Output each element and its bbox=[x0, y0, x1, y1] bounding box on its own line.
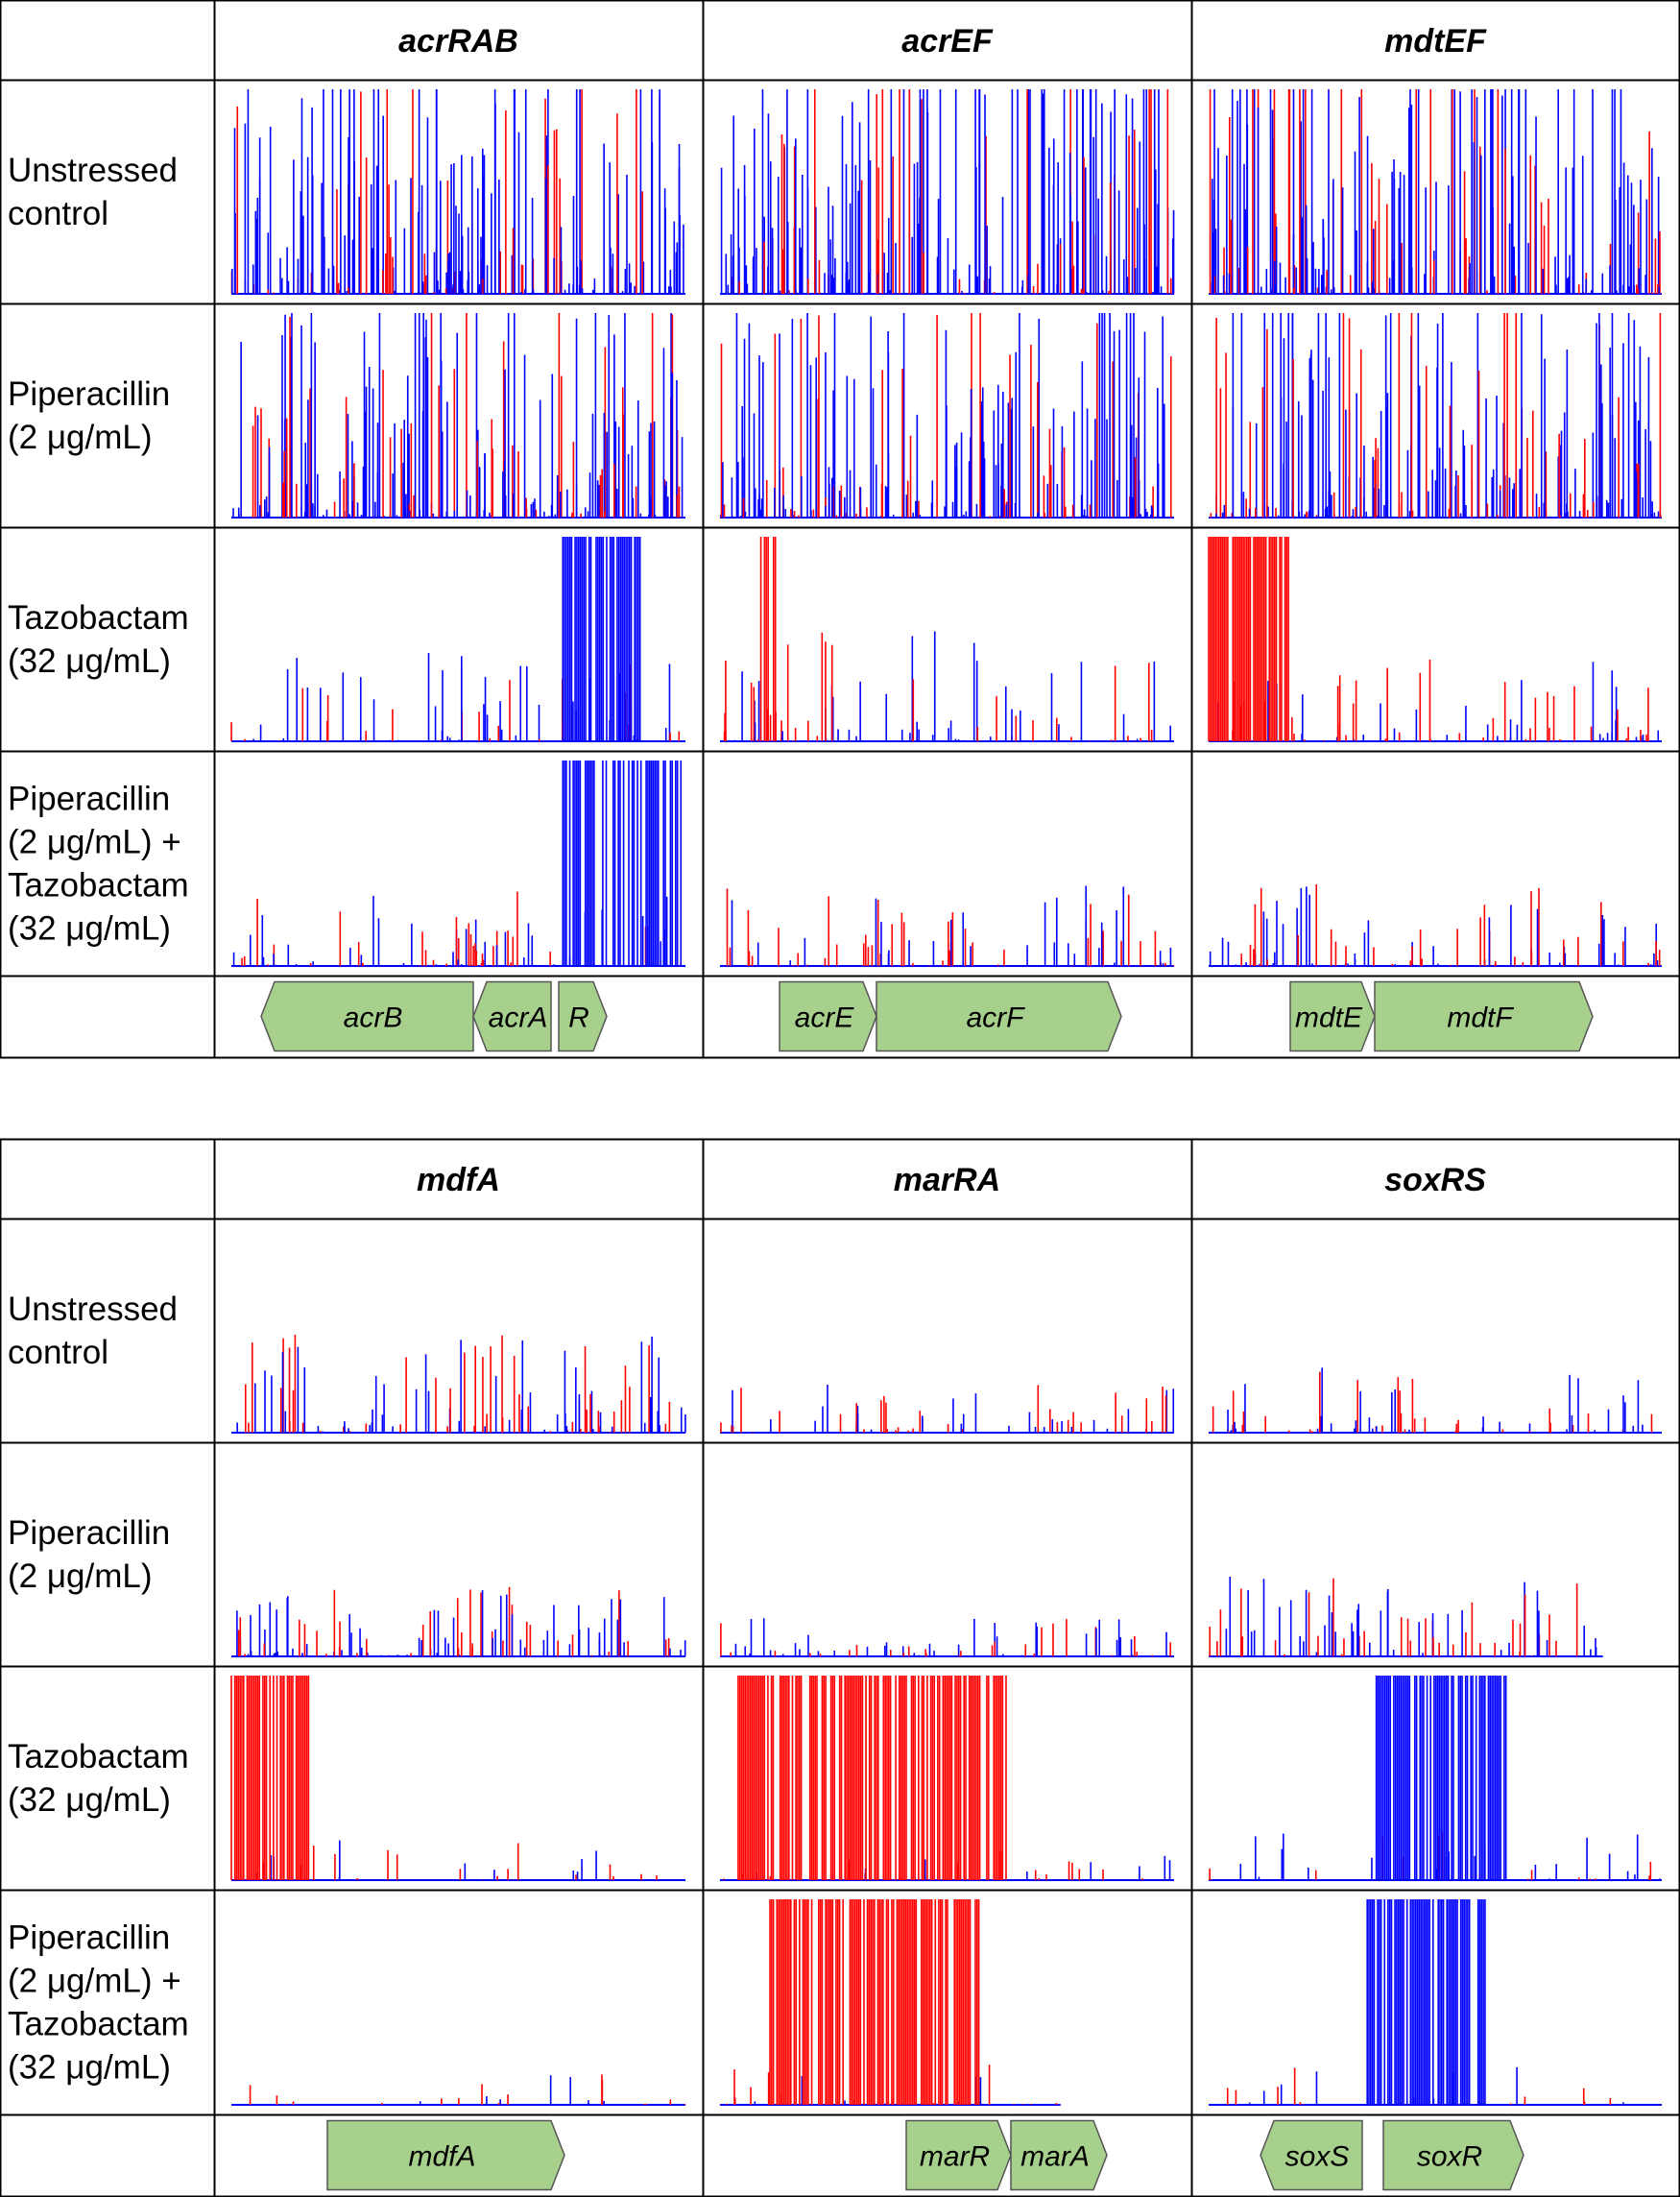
coverage-track bbox=[720, 89, 1175, 295]
column-header-acrEF: acrEF bbox=[901, 23, 994, 60]
coverage-track bbox=[1209, 89, 1662, 295]
row-label: Tazobactam (32 μg/mL) bbox=[8, 599, 189, 680]
coverage-track bbox=[1209, 1899, 1662, 2106]
coverage-track bbox=[231, 313, 685, 519]
coverage-track bbox=[1209, 1577, 1603, 1657]
row-label-line: (32 μg/mL) bbox=[8, 1781, 171, 1819]
gene-label-acrA: acrA bbox=[489, 1002, 548, 1034]
coverage-track bbox=[720, 1676, 1174, 1881]
row-label: Piperacillin (2 μg/mL) bbox=[8, 375, 170, 456]
gene-label-R: R bbox=[568, 1002, 589, 1034]
row-label-line: Unstressed bbox=[8, 1291, 178, 1328]
coverage-track bbox=[1209, 1367, 1662, 1434]
gene-arrow-R bbox=[558, 980, 608, 1052]
column-header-marRA: marRA bbox=[894, 1162, 1000, 1198]
coverage-track bbox=[720, 1618, 1174, 1657]
gene-arrow-marR bbox=[905, 2119, 1012, 2191]
row-label-line: control bbox=[8, 195, 108, 232]
gene-arrow-soxR bbox=[1382, 2119, 1524, 2191]
gene-label-marR: marR bbox=[920, 2141, 990, 2173]
table-grid bbox=[0, 0, 1680, 1059]
coverage-track bbox=[231, 1334, 686, 1434]
coverage-track bbox=[230, 537, 685, 742]
coverage-track bbox=[720, 885, 1175, 967]
gene-arrow-acrB bbox=[260, 980, 474, 1052]
gene-arrow-mdtF bbox=[1374, 980, 1594, 1052]
gene-label-mdfA: mdfA bbox=[408, 2141, 475, 2173]
row-label-line: Unstressed bbox=[8, 152, 178, 189]
row-label: Piperacillin (2 μg/mL) bbox=[8, 1514, 170, 1595]
row-label-line: (2 μg/mL) + bbox=[8, 1963, 181, 2000]
gene-label-soxR: soxR bbox=[1417, 2141, 1482, 2173]
column-header-mdfA: mdfA bbox=[417, 1162, 500, 1198]
row-label-line: Tazobactam bbox=[8, 599, 189, 637]
gene-arrow-mdtE bbox=[1289, 980, 1376, 1052]
row-label-line: (32 μg/mL) bbox=[8, 910, 171, 948]
coverage-track bbox=[231, 1586, 686, 1657]
gene-arrow-acrE bbox=[779, 980, 877, 1052]
gene-label-acrE: acrE bbox=[795, 1002, 855, 1034]
column-header-mdtEF: mdtEF bbox=[1384, 23, 1487, 60]
coverage-track bbox=[1209, 313, 1662, 519]
column-header-soxRS: soxRS bbox=[1384, 1162, 1486, 1198]
row-label-line: (32 μg/mL) bbox=[8, 642, 171, 680]
panel-bottom: mdfA marRA soxRS Unstressed control Piperacil… bbox=[0, 1138, 1680, 2197]
coverage-track bbox=[231, 760, 685, 967]
gene-arrow-mdfA bbox=[326, 2119, 565, 2191]
row-label-line: Tazobactam bbox=[8, 2006, 189, 2043]
row-label: Piperacillin (2 μg/mL) + Tazobactam (32 μg/… bbox=[8, 1919, 189, 2087]
panel-top-grid: acrRAB acrEF mdtEF Unstressed control Piperac… bbox=[0, 0, 1680, 1059]
coverage-track bbox=[231, 2074, 686, 2106]
row-label-line: (2 μg/mL) bbox=[8, 1557, 152, 1595]
row-label-line: control bbox=[8, 1334, 108, 1371]
row-label-line: (2 μg/mL) bbox=[8, 419, 152, 456]
gene-label-acrF: acrF bbox=[967, 1002, 1026, 1034]
row-label: Piperacillin (2 μg/mL) + Tazobactam (32 μg/… bbox=[8, 781, 189, 948]
gene-label-soxS: soxS bbox=[1285, 2141, 1350, 2173]
coverage-track bbox=[230, 1676, 685, 1881]
gene-arrow-acrA bbox=[472, 980, 552, 1052]
gene-arrow-marA bbox=[1010, 2119, 1108, 2191]
panel-top: acrRAB acrEF mdtEF Unstressed control Piperac… bbox=[0, 0, 1680, 1059]
gene-label-acrB: acrB bbox=[344, 1002, 403, 1034]
column-header-acrRAB: acrRAB bbox=[398, 23, 518, 60]
row-label-line: Piperacillin bbox=[8, 781, 170, 818]
row-label-line: Piperacillin bbox=[8, 1514, 170, 1552]
row-label-line: Piperacillin bbox=[8, 1919, 170, 1957]
coverage-track bbox=[1208, 537, 1662, 742]
coverage-track bbox=[230, 89, 685, 295]
row-label: Unstressed control bbox=[8, 1291, 178, 1371]
row-label: Unstressed control bbox=[8, 152, 178, 232]
row-label: Tazobactam (32 μg/mL) bbox=[8, 1738, 189, 1819]
gene-label-mdtF: mdtF bbox=[1447, 1002, 1514, 1034]
coverage-track bbox=[720, 1899, 1061, 2106]
gene-arrow-soxS bbox=[1260, 2119, 1363, 2191]
gene-arrow-acrF bbox=[876, 980, 1122, 1052]
row-label-line: (2 μg/mL) + bbox=[8, 824, 181, 861]
gene-label-mdtE: mdtE bbox=[1295, 1002, 1363, 1034]
row-label-line: Tazobactam bbox=[8, 1738, 189, 1775]
row-label-line: Piperacillin bbox=[8, 375, 170, 413]
coverage-track bbox=[719, 313, 1174, 519]
coverage-track bbox=[1209, 1676, 1662, 1881]
panel-bottom-grid: mdfA marRA soxRS Unstressed control Piperacil… bbox=[0, 1138, 1680, 2197]
coverage-track bbox=[720, 537, 1174, 742]
row-label-line: Tazobactam bbox=[8, 867, 189, 905]
coverage-track bbox=[1209, 883, 1662, 967]
gene-label-marA: marA bbox=[1020, 2141, 1090, 2173]
row-label-line: (32 μg/mL) bbox=[8, 2049, 171, 2087]
coverage-track bbox=[720, 1384, 1175, 1434]
